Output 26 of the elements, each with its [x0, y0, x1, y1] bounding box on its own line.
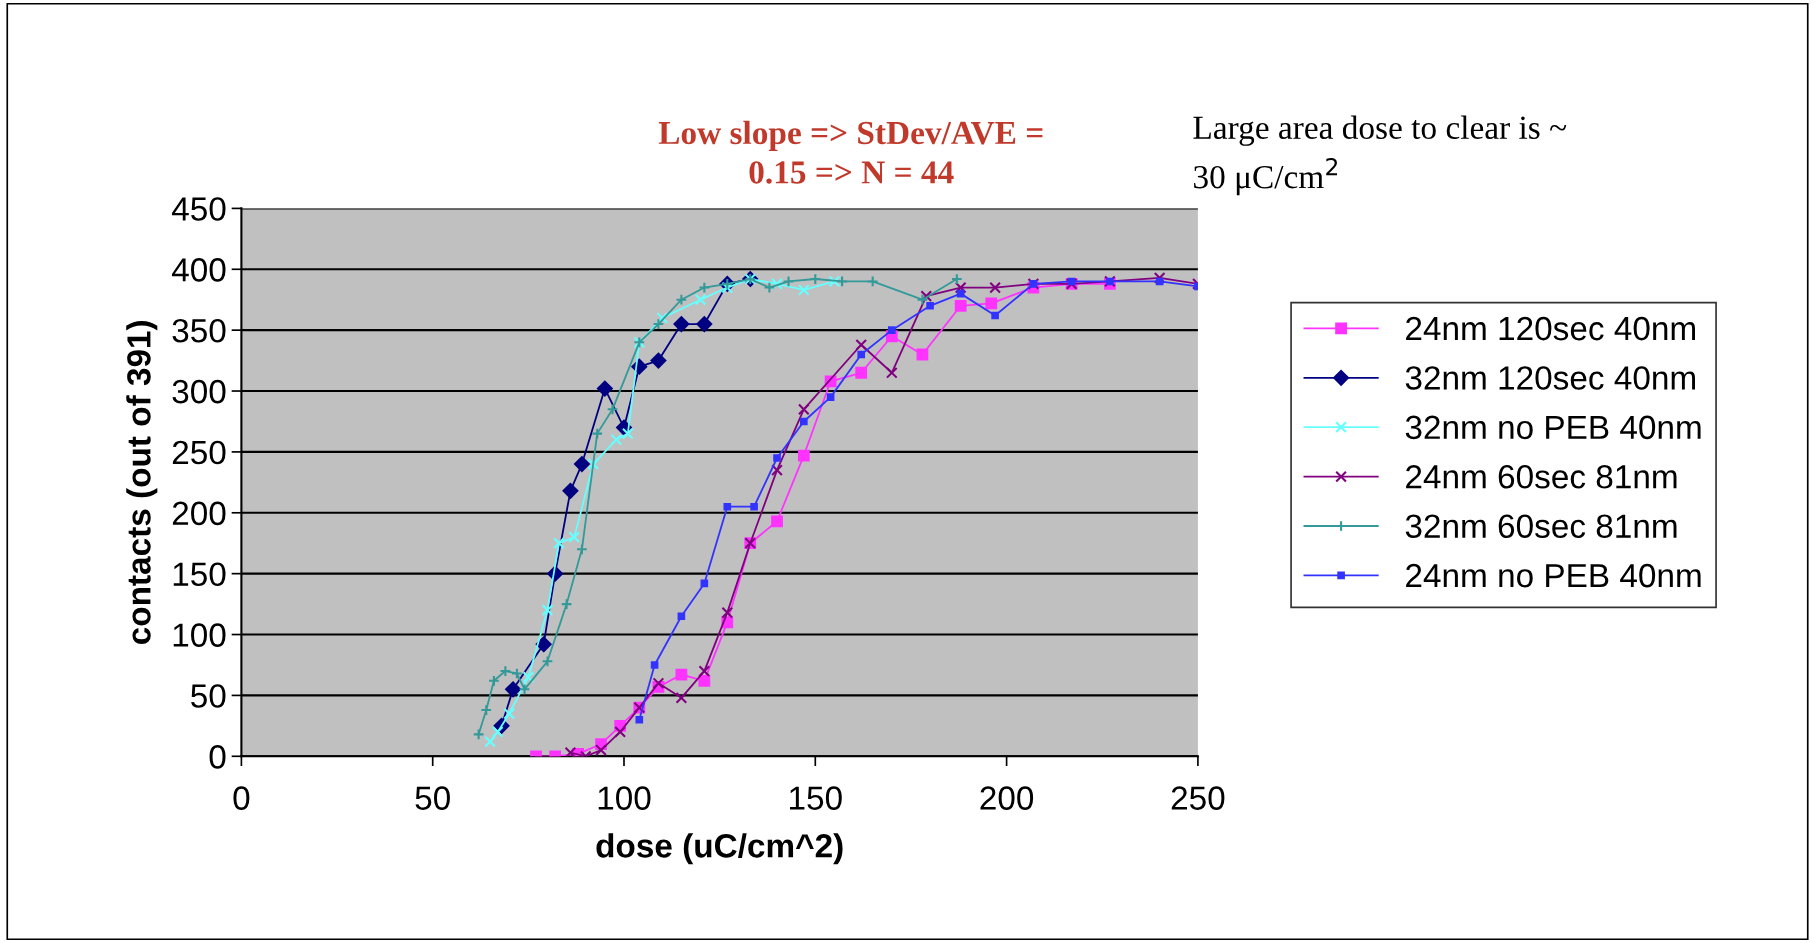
y-tick-label: 300 [172, 379, 226, 404]
text: Large area dose to clear is ~ 30 μC/cm$^{2}$ [1193, 115, 1567, 196]
legend-label: 32nm no PEB 40nm [1405, 415, 1701, 440]
x-tick-label: 250 [1171, 786, 1225, 810]
x-tick-label: 50 [415, 786, 450, 810]
y-tick-label: 250 [172, 440, 226, 465]
legend-label: 32nm 120sec 40nm [1405, 366, 1695, 390]
legend-label: 24nm no PEB 40nm [1406, 563, 1701, 588]
x-tick-label: 150 [790, 786, 842, 810]
y-tick-label: 350 [172, 318, 226, 343]
y-tick-label: 450 [171, 197, 226, 221]
y-tick-label: 400 [171, 258, 226, 282]
y-tick-label: 50 [191, 684, 226, 708]
x-tick-label: 100 [598, 786, 651, 810]
x-tick-label: 200 [980, 786, 1034, 810]
y-tick-label: 150 [173, 562, 226, 587]
legend-label: 32nm 60sec 81nm [1405, 514, 1677, 539]
x-axis-title: dose (uC/cm^2) [596, 833, 843, 865]
y-tick-label: 100 [173, 623, 226, 647]
y-tick-label: 0 [209, 745, 226, 769]
y-axis-title: contacts (out of 391) [126, 321, 158, 645]
legend-label: 24nm 60sec 81nm [1406, 465, 1677, 489]
y-tick-label: 200 [172, 501, 226, 526]
text: Low slope => StDev/AVE = 0.15 => N = 44 [658, 120, 1043, 184]
x-tick-label: 0 [233, 786, 250, 810]
legend-label: 24nm 120sec 40nm [1406, 316, 1695, 341]
